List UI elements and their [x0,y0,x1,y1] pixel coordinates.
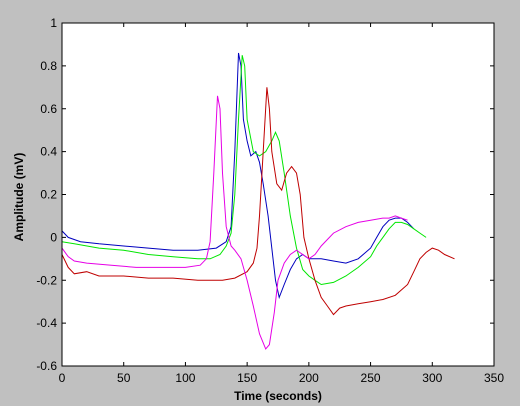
x-tick-label: 200 [299,371,319,385]
x-tick-label: 300 [422,371,442,385]
y-tick-label: -0.2 [36,273,57,287]
x-tick-label: 100 [175,371,195,385]
x-tick-label: 0 [59,371,66,385]
x-tick-label: 250 [361,371,381,385]
series-line-4 [61,95,408,350]
x-tick-label: 350 [484,371,504,385]
series-line-1 [61,52,415,300]
y-tick-label: 0.8 [40,59,57,73]
x-tick-label: 50 [117,371,131,385]
y-tick-label: -0.6 [36,359,57,373]
y-tick-label: 0.4 [40,145,57,159]
y-tick-label: 0 [50,230,57,244]
y-tick-label: 0.6 [40,102,57,116]
x-tick-label: 150 [237,371,257,385]
y-tick-label: -0.4 [36,316,57,330]
tick-layer: 0 50 100 150 200 250 300 350 -0.6 -0.4 -0.2 0 0.2 0.4… [36,16,504,385]
series-layer [61,52,455,350]
y-tick-label: 1 [50,16,57,30]
series-line-3 [61,87,455,316]
y-tick-label: 0.2 [40,188,57,202]
plot-area [62,23,494,366]
x-axis-title: Time (seconds) [234,389,322,403]
y-axis-title: Amplitude (mV) [12,153,26,242]
series-line-2 [61,55,427,286]
